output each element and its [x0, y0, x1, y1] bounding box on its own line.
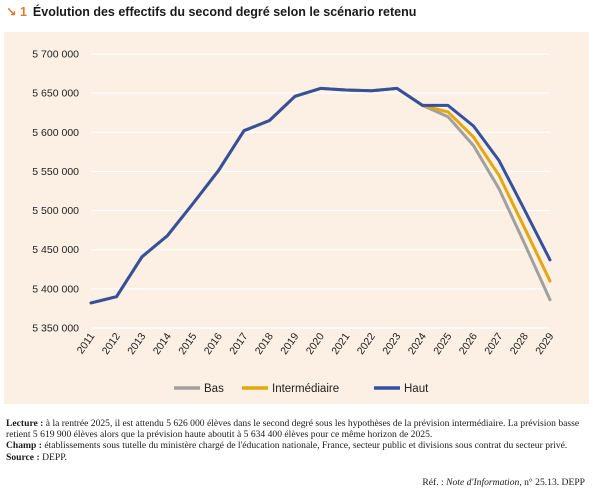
champ-label: Champ : — [6, 440, 42, 452]
chart-title: Évolution des effectifs du second degré … — [32, 5, 417, 19]
y-tick-label: 5 450 000 — [32, 244, 79, 256]
line-chart: 5 350 000 5 400 000 5 450 000 5 500 000 5 55… — [32, 49, 557, 396]
x-tick-label: 2026 — [457, 331, 480, 357]
ref-publication: Note d'Information — [446, 477, 520, 488]
legend-label-intermediaire: Intermédiaire — [272, 383, 339, 395]
x-tick-label: 2016 — [202, 331, 225, 357]
y-tick-label: 5 600 000 — [32, 127, 79, 139]
lecture-label: Lecture : — [6, 418, 44, 429]
x-tick-label: 2021 — [329, 331, 352, 357]
x-tick-label: 2019 — [278, 331, 301, 357]
series-lines — [89, 86, 552, 305]
x-tick-label: 2011 — [75, 331, 98, 357]
source-note: Source : DEPP. — [6, 452, 586, 463]
ref-prefix: Réf. : — [422, 477, 447, 488]
y-tick-label: 5 550 000 — [32, 166, 79, 178]
y-tick-label: 5 650 000 — [32, 88, 79, 100]
ref-suffix: , n° 25.13. DEPP — [519, 477, 585, 488]
x-tick-label: 2018 — [253, 331, 276, 357]
reference: Réf. : Note d'Information, n° 25.13. DEP… — [422, 477, 585, 488]
chart-notes: Lecture : à la rentrée 2025, il est atte… — [6, 418, 586, 463]
x-tick-label: 2020 — [304, 331, 327, 357]
x-tick-label: 2028 — [508, 331, 531, 357]
series-line-intermediaire — [89, 86, 552, 305]
series-line-bas — [89, 86, 552, 305]
lecture-text: à la rentrée 2025, il est attendu 5 626 … — [6, 418, 580, 441]
y-axis-ticks: 5 350 000 5 400 000 5 450 000 5 500 000 5 55… — [32, 49, 79, 335]
figure-title: ↘ 1 Évolution des effectifs du second deg… — [6, 3, 591, 21]
grid-lines — [91, 53, 550, 329]
x-tick-label: 2024 — [406, 331, 429, 357]
y-tick-label: 5 500 000 — [32, 205, 79, 217]
x-tick-label: 2017 — [227, 331, 250, 357]
x-tick-label: 2022 — [355, 331, 378, 357]
x-axis-ticks: 2011 2012 2013 2014 2015 2016 2017 2018 2019 2020… — [75, 331, 557, 357]
legend-label-haut: Haut — [404, 383, 429, 395]
x-tick-label: 2027 — [482, 331, 505, 357]
x-tick-label: 2012 — [100, 331, 123, 357]
x-tick-label: 2023 — [380, 331, 403, 357]
x-tick-label: 2015 — [176, 331, 199, 357]
x-tick-label: 2014 — [151, 331, 174, 357]
y-tick-label: 5 400 000 — [32, 283, 79, 295]
figure-number: ↘ 1 — [6, 5, 27, 19]
lecture-note: Lecture : à la rentrée 2025, il est atte… — [6, 418, 586, 440]
source-text: DEPP. — [39, 451, 67, 463]
y-tick-label: 5 350 000 — [32, 323, 79, 335]
y-tick-label: 5 700 000 — [32, 49, 79, 61]
x-tick-label: 2013 — [125, 331, 148, 357]
series-line-haut — [89, 86, 552, 305]
legend-label-bas: Bas — [204, 383, 224, 395]
champ-text: établissements sous tutelle du ministère… — [41, 440, 568, 452]
x-tick-label: 2029 — [533, 331, 556, 357]
source-label: Source : — [6, 451, 40, 463]
chart-panel: 5 350 000 5 400 000 5 450 000 5 500 000 5 55… — [4, 32, 589, 404]
champ-note: Champ : établissements sous tutelle du m… — [6, 440, 586, 451]
legend: Bas Intermédiaire Haut — [174, 383, 429, 395]
x-tick-label: 2025 — [431, 331, 454, 357]
